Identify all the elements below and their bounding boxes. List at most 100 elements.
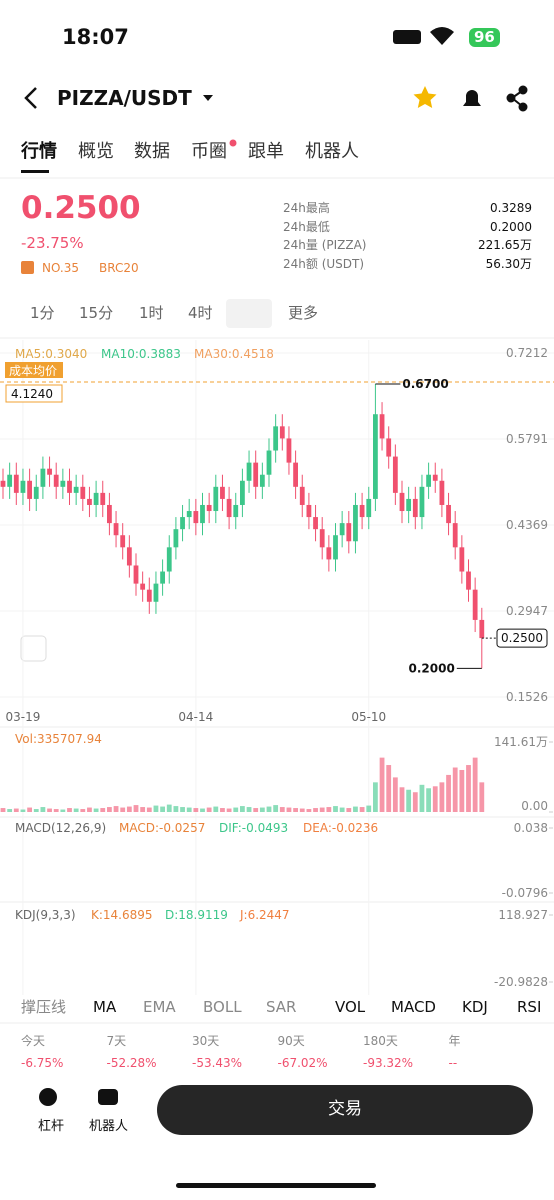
macd-label: DIF:-0.0493 — [219, 821, 288, 835]
candle-body — [87, 498, 92, 505]
star-icon[interactable] — [413, 86, 437, 108]
fullscreen-icon[interactable] — [20, 635, 47, 662]
kdj-tick-label: -20.9828 — [494, 975, 548, 989]
trade-label[interactable]: 交易 — [328, 1099, 362, 1119]
volume-bar — [313, 808, 318, 812]
volume-bar — [459, 769, 465, 812]
candle-body — [406, 498, 412, 512]
indicator[interactable]: BOLL — [203, 998, 242, 1016]
candle-body — [120, 535, 126, 548]
candle-body — [439, 480, 445, 505]
volume-bar — [33, 809, 39, 812]
candle-body — [193, 511, 199, 524]
indicator[interactable]: VOL — [335, 998, 366, 1016]
candle-body — [166, 547, 172, 572]
period-change: -67.02% — [277, 1056, 328, 1070]
volume-bar — [27, 807, 32, 812]
candle-body — [7, 474, 13, 487]
y-tick-label: 0.5791 — [506, 432, 548, 446]
status-time: 18:07 — [62, 25, 129, 49]
macd-tick-label: 0.038 — [514, 821, 548, 835]
candle-body — [206, 504, 212, 512]
volume-bar — [133, 805, 139, 812]
volume-bar — [399, 787, 405, 812]
indicator[interactable]: MACD — [391, 998, 436, 1016]
volume-bar — [7, 809, 13, 812]
leverage-label[interactable]: 杠杆 — [38, 1119, 65, 1134]
period: 180天 — [363, 1034, 398, 1048]
stat-label: 24h最低 — [283, 219, 330, 234]
volume-bar — [213, 806, 219, 812]
candle-body — [20, 480, 26, 493]
macd-label: MACD(12,26,9) — [15, 821, 106, 835]
candle-body — [107, 504, 112, 524]
candle-body — [286, 438, 292, 463]
period-change: -93.32% — [363, 1056, 414, 1070]
macd-tick-label: -0.0796 — [502, 886, 548, 900]
candle-body — [47, 468, 52, 475]
kdj-label: K:14.6895 — [91, 908, 153, 922]
volume-bar — [286, 807, 292, 812]
trade-button[interactable] — [157, 1085, 533, 1135]
candle-body — [339, 523, 345, 536]
candle-body — [53, 474, 59, 487]
cost-value: 4.1240 — [11, 387, 53, 401]
share-icon[interactable] — [506, 85, 528, 112]
volume-bar — [472, 757, 478, 812]
volume-bar — [306, 809, 312, 812]
candle-body — [386, 438, 392, 457]
interval[interactable]: 1时 — [139, 304, 164, 322]
candle-body — [13, 474, 19, 493]
volume-bar — [40, 807, 46, 812]
period: 今天 — [21, 1034, 46, 1048]
volume-bar — [379, 757, 385, 812]
volume-bar — [392, 777, 398, 812]
leverage-icon[interactable] — [39, 1088, 57, 1106]
volume-bar — [220, 808, 225, 812]
volume-bar — [346, 808, 352, 812]
macd-label: DEA:-0.0236 — [303, 821, 378, 835]
interval[interactable]: 更多 — [288, 304, 319, 322]
period-change: -6.75% — [21, 1056, 64, 1070]
volume-bar — [432, 786, 438, 812]
ma-label: MA10:0.3883 — [101, 347, 181, 361]
tab[interactable]: 跟单 — [248, 141, 284, 162]
interval[interactable]: 1分 — [30, 304, 55, 322]
y-tick-label: 0.7212 — [506, 346, 548, 360]
candle-body — [186, 511, 192, 518]
candle-body — [140, 583, 146, 590]
tab[interactable]: 币圈 — [191, 141, 227, 162]
tab[interactable]: 机器人 — [305, 141, 359, 162]
indicator[interactable]: SAR — [266, 998, 297, 1016]
interval[interactable]: 15分 — [79, 304, 114, 322]
volume-bar — [273, 805, 279, 812]
period: 30天 — [192, 1034, 220, 1048]
volume-bar — [80, 809, 86, 812]
cost-label: 成本均价 — [9, 364, 57, 378]
bot-label[interactable]: 机器人 — [89, 1119, 129, 1134]
period-change: -- — [448, 1056, 458, 1070]
tab[interactable]: 数据 — [134, 141, 170, 162]
volume-bar — [126, 806, 132, 812]
indicator[interactable]: RSI — [517, 998, 542, 1016]
back-icon[interactable] — [24, 87, 37, 109]
volume-bar — [67, 808, 72, 812]
battery: 96 — [469, 28, 500, 47]
interval[interactable]: 4时 — [188, 304, 213, 322]
indicator[interactable]: KDJ — [462, 998, 488, 1016]
tab[interactable]: 行情 — [21, 141, 57, 162]
indicator[interactable]: MA — [93, 998, 117, 1016]
bell-icon[interactable] — [463, 90, 481, 106]
tab[interactable]: 概览 — [78, 141, 114, 162]
pair-title[interactable]: PIZZA/USDT — [57, 86, 192, 110]
bot-icon[interactable] — [98, 1089, 118, 1105]
candle-body — [279, 426, 285, 439]
dropdown-icon[interactable] — [203, 95, 213, 101]
volume-bar — [173, 806, 179, 812]
candle-body — [299, 486, 305, 505]
indicator[interactable]: 撑压线 — [21, 998, 67, 1016]
kdj-label: J:6.2447 — [239, 908, 290, 922]
indicator[interactable]: EMA — [143, 998, 176, 1016]
candle-body — [213, 486, 219, 512]
